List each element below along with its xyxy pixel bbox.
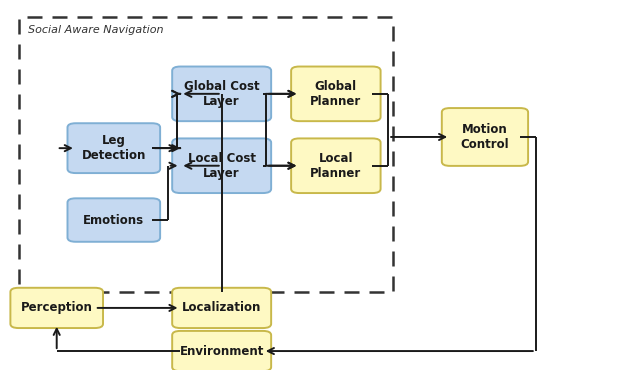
Text: Motion
Control: Motion Control xyxy=(461,123,509,151)
FancyBboxPatch shape xyxy=(10,288,103,328)
Text: Social Aware Navigation: Social Aware Navigation xyxy=(28,25,164,35)
FancyBboxPatch shape xyxy=(172,331,271,371)
FancyBboxPatch shape xyxy=(172,138,271,193)
FancyBboxPatch shape xyxy=(442,108,528,166)
Text: Global
Planner: Global Planner xyxy=(310,80,362,108)
FancyBboxPatch shape xyxy=(291,138,381,193)
Text: Emotions: Emotions xyxy=(83,214,145,226)
FancyBboxPatch shape xyxy=(67,123,160,173)
Text: Global Cost
Layer: Global Cost Layer xyxy=(184,80,259,108)
Text: Local
Planner: Local Planner xyxy=(310,152,362,180)
Text: Leg
Detection: Leg Detection xyxy=(82,134,146,162)
FancyBboxPatch shape xyxy=(172,66,271,121)
Text: Perception: Perception xyxy=(20,301,93,314)
FancyBboxPatch shape xyxy=(67,198,160,242)
FancyBboxPatch shape xyxy=(291,66,381,121)
Text: Local Cost
Layer: Local Cost Layer xyxy=(188,152,255,180)
Bar xyxy=(19,17,393,292)
Text: Environment: Environment xyxy=(179,345,264,358)
Text: Localization: Localization xyxy=(182,301,261,314)
FancyBboxPatch shape xyxy=(172,288,271,328)
